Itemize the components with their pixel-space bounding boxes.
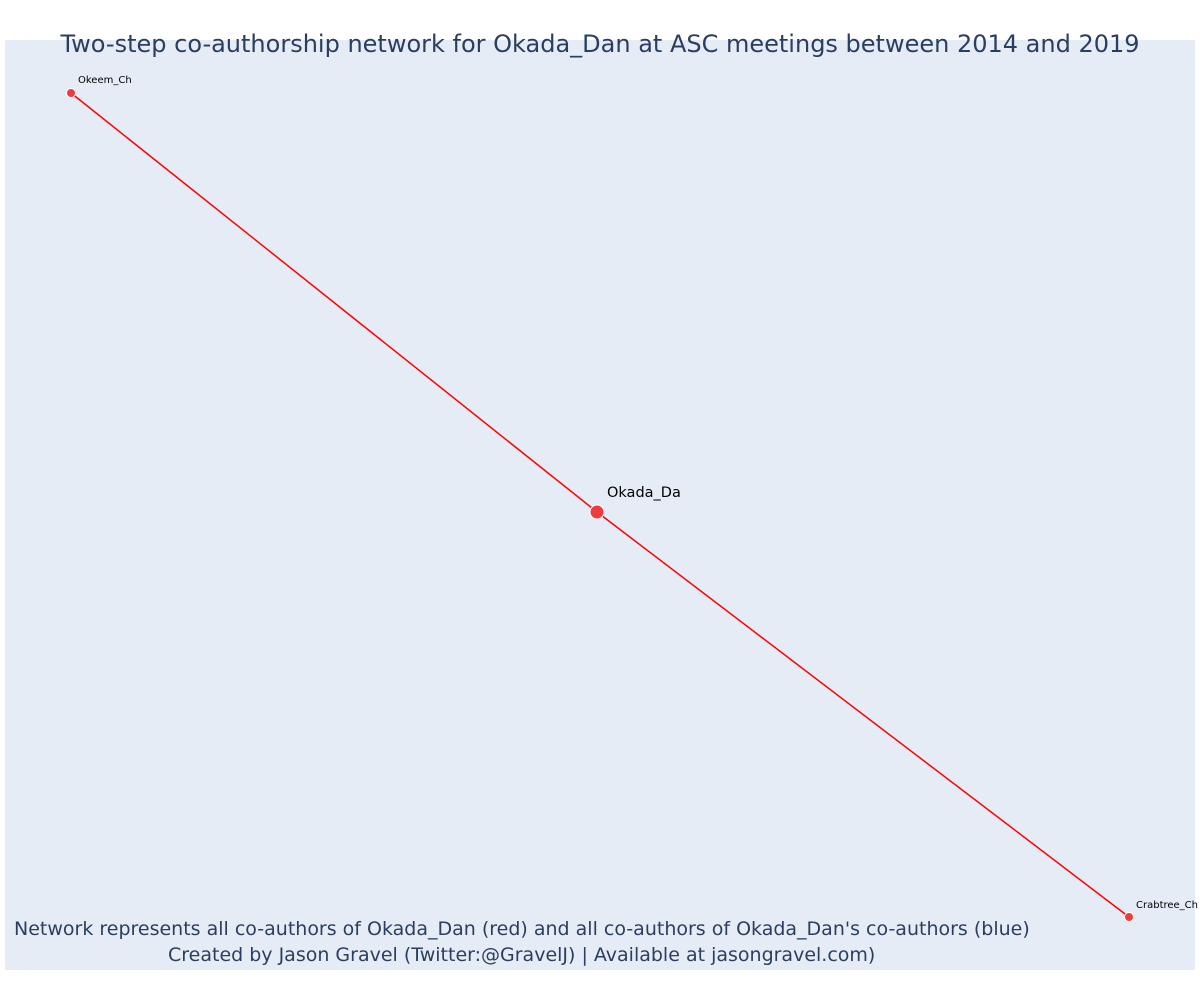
nodes-layer	[66, 88, 1134, 922]
node-Crabtree_Ch[interactable]	[1124, 912, 1134, 922]
caption-line-1: Network represents all co-authors of Oka…	[14, 918, 1030, 940]
edges-layer	[70, 92, 1130, 918]
labels-layer: Okeem_Ch Okada_Da Crabtree_Ch	[78, 75, 1198, 911]
plot-background	[5, 40, 1195, 970]
caption-line-2: Created by Jason Gravel (Twitter:@Gravel…	[168, 944, 876, 966]
node-label-Okeem_Ch: Okeem_Ch	[78, 75, 132, 86]
chart-title: Two-step co-authorship network for Okada…	[60, 30, 1140, 58]
edge-Okeem_Ch-Okada_Da	[70, 92, 598, 513]
node-Okada_Da[interactable]	[589, 504, 605, 520]
node-Okeem_Ch[interactable]	[66, 88, 76, 98]
node-label-Crabtree_Ch: Crabtree_Ch	[1136, 900, 1198, 911]
edge-Okada_Da-Crabtree_Ch	[596, 511, 1130, 918]
node-label-Okada_Da: Okada_Da	[607, 485, 681, 501]
